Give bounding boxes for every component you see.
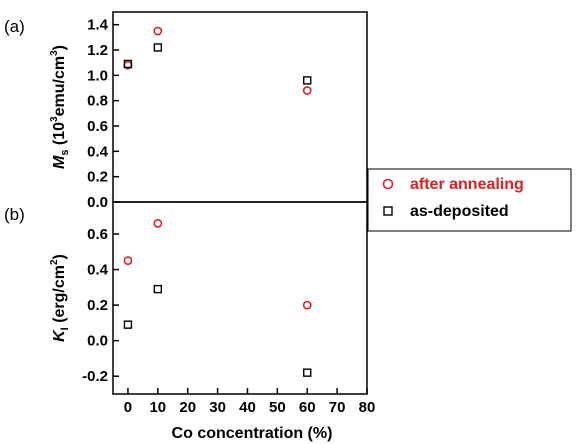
y-tick-label: 1.2 xyxy=(87,42,108,59)
x-tick-label: 10 xyxy=(149,399,166,416)
x-tick-label: 50 xyxy=(269,399,286,416)
data-point-as-deposited xyxy=(303,76,312,85)
legend-marker-as-deposited xyxy=(383,206,393,216)
y-tick-label: 1.0 xyxy=(87,67,108,84)
data-point-as-deposited xyxy=(303,368,312,377)
panel-b-frame xyxy=(112,201,368,395)
data-point-after-annealing xyxy=(153,26,163,36)
panel-b-points xyxy=(123,218,312,377)
data-point-as-deposited xyxy=(153,284,163,294)
data-point-after-annealing xyxy=(123,256,133,266)
y-tick-label: 0.2 xyxy=(87,169,108,186)
panel-a-y-axis-title: Ms (103emu/cm3) xyxy=(49,45,71,169)
panel-a-y-ticks: 0.0 0.2 0.4 0.6 0.8 1.0 1.2 1.4 xyxy=(87,17,119,211)
x-tick-label: 80 xyxy=(359,399,376,416)
data-point-as-deposited xyxy=(123,320,133,329)
y-tick-label: 0.6 xyxy=(87,118,108,135)
panel-b-y-ticks: -0.2 0.0 0.2 0.4 0.6 xyxy=(82,226,119,385)
data-point-after-annealing xyxy=(153,218,163,228)
data-point-after-annealing xyxy=(302,300,312,310)
legend-label-as-deposited: as-deposited xyxy=(410,203,509,220)
x-tick-label: 0 xyxy=(124,399,132,416)
y-tick-label: 1.4 xyxy=(87,17,109,34)
data-point-after-annealing xyxy=(302,86,312,95)
legend: after annealing as-deposited xyxy=(367,168,572,232)
x-tick-label: 40 xyxy=(239,399,256,416)
y-tick-label: 0.4 xyxy=(87,143,109,160)
panel-b-tag: (b) xyxy=(4,205,25,224)
legend-label-after-annealing: after annealing xyxy=(410,176,524,193)
panel-b-y-axis-title: KI (erg/cm2) xyxy=(49,254,71,342)
y-tick-label: 0.0 xyxy=(87,194,108,211)
data-point-as-deposited xyxy=(153,43,163,52)
y-tick-label: -0.2 xyxy=(82,368,108,385)
x-axis-title: Co concentration (%) xyxy=(172,425,333,442)
x-tick-label: 70 xyxy=(329,399,346,416)
y-tick-label: 0.2 xyxy=(87,297,108,314)
data-point-as-deposited xyxy=(123,59,133,69)
y-tick-label: 0.6 xyxy=(87,226,108,243)
x-tick-label: 60 xyxy=(299,399,316,416)
y-tick-label: 0.0 xyxy=(87,333,108,350)
legend-marker-after-annealing xyxy=(382,178,394,190)
x-axis-ticks: 0 10 20 30 40 50 60 70 80 xyxy=(124,388,376,416)
x-tick-label: 30 xyxy=(209,399,226,416)
x-tick-label: 20 xyxy=(179,399,196,416)
panel-a-frame xyxy=(112,11,368,203)
panel-a: 0.0 0.2 0.4 0.6 0.8 1.0 1.2 1.4 Ms (103emu/cm3) xyxy=(49,11,368,211)
panel-b: -0.2 0.0 0.2 0.4 0.6 KI (erg/cm2) xyxy=(49,201,368,395)
y-tick-label: 0.4 xyxy=(87,262,109,279)
panel-a-tag: (a) xyxy=(4,17,25,36)
y-tick-label: 0.8 xyxy=(87,93,108,110)
panel-a-points xyxy=(123,26,312,95)
legend-frame xyxy=(367,168,572,232)
